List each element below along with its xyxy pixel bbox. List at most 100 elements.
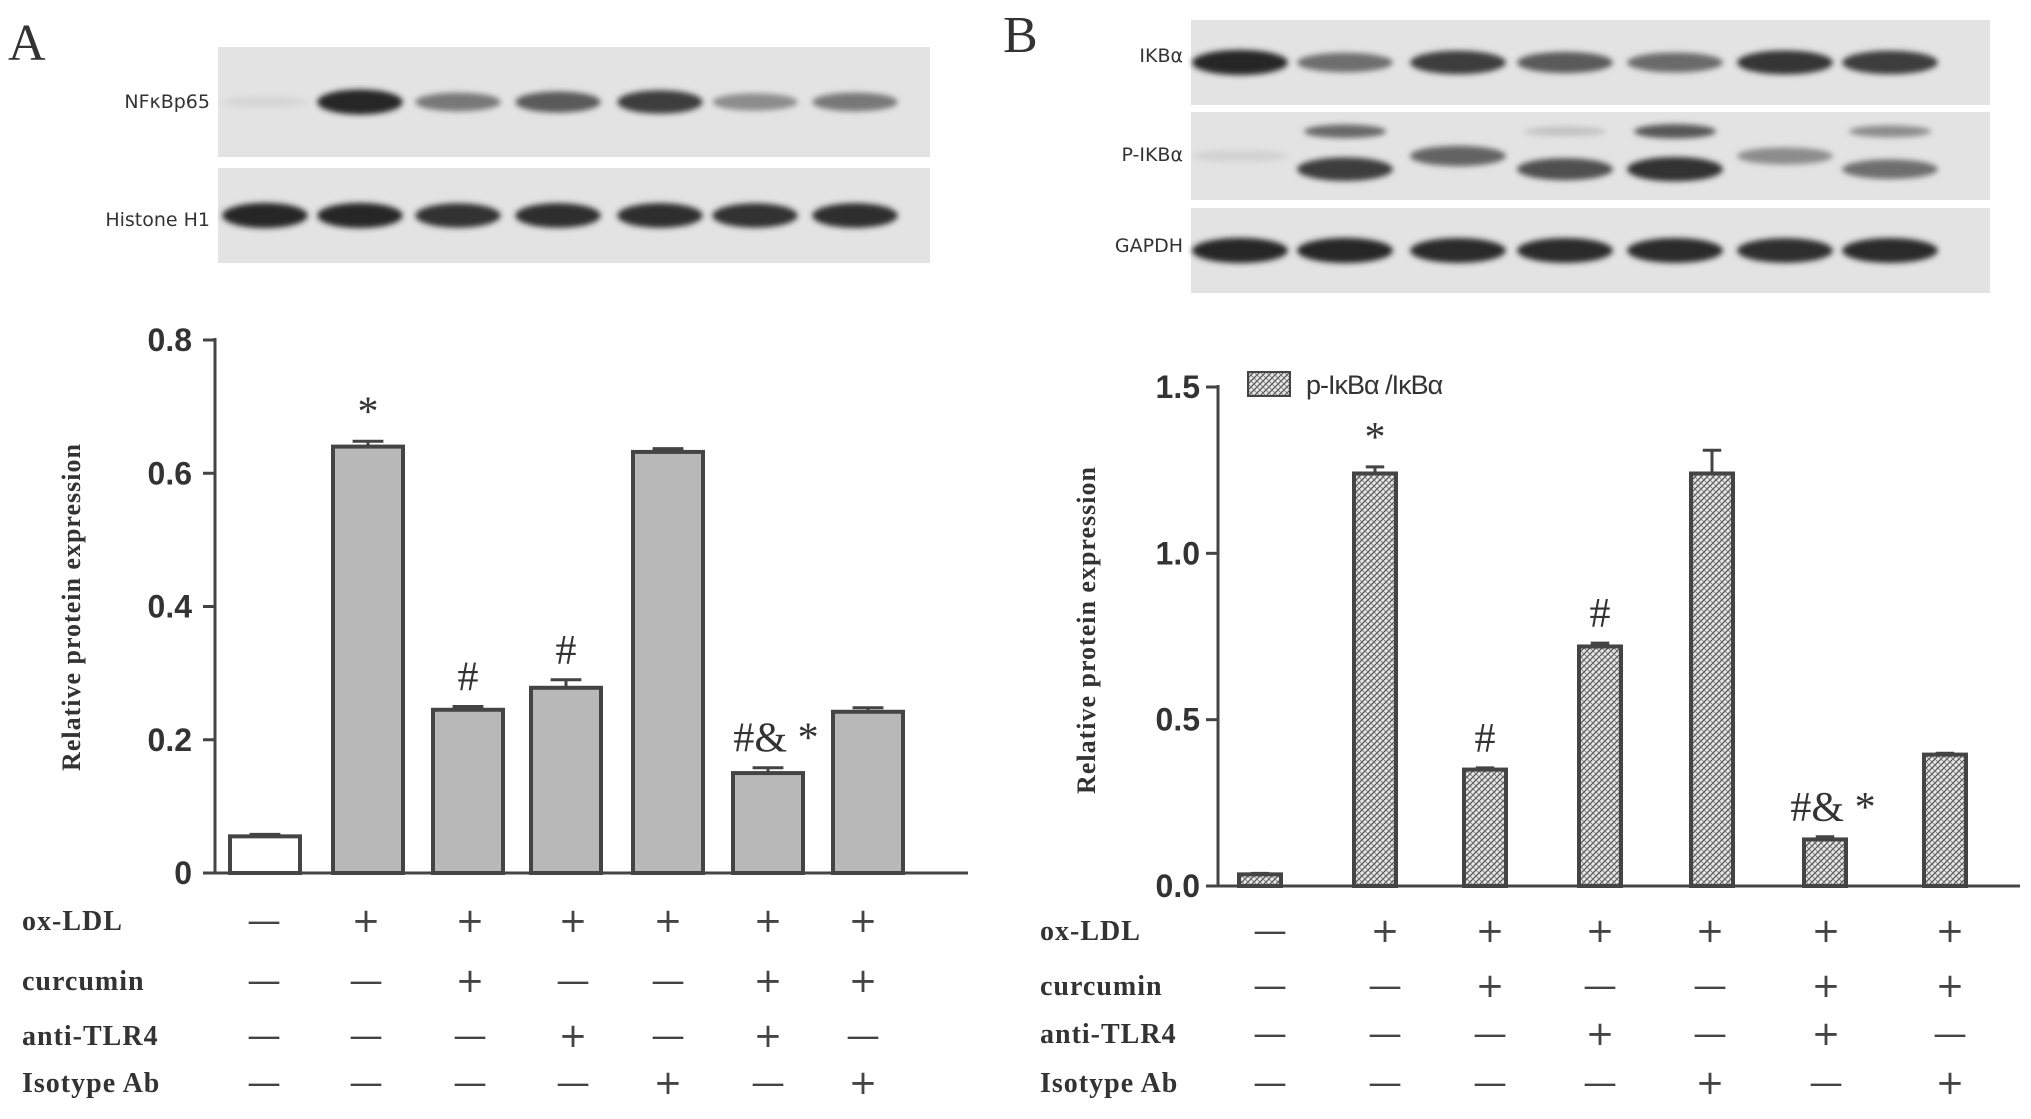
minus-sign: — (1809, 1063, 1843, 1103)
y-tick-label: 0.6 (148, 455, 192, 491)
y-axis-label: Relative protein expression (1072, 466, 1101, 794)
condition-label: anti-TLR4 (22, 1021, 159, 1052)
legend-label: p-IκBα /IκBα (1306, 370, 1443, 400)
bar (1922, 752, 1968, 889)
blot-band-upper (1633, 124, 1717, 139)
panel-b: B IKBα P-IKBα GAPDH 0.0 0.5 1.0 1.5 Relative p… (1003, 7, 2020, 1103)
bar (1802, 837, 1848, 889)
blot-row-label: P-IKBα (1121, 144, 1183, 166)
plus-sign: + (1696, 1063, 1725, 1103)
minus-sign: — (247, 901, 281, 941)
bar (1689, 471, 1735, 888)
plus-sign: + (849, 961, 878, 1001)
minus-sign: — (751, 1063, 785, 1103)
plus-sign: + (849, 901, 878, 941)
plus-sign: + (849, 1063, 878, 1103)
significance-marker: #& * (1790, 785, 1875, 831)
panel-b-letter: B (1003, 7, 1038, 64)
legend-swatch (1247, 371, 1291, 397)
plus-sign: + (456, 961, 485, 1001)
bar (631, 449, 705, 875)
bar (1462, 767, 1508, 888)
condition-label: anti-TLR4 (1040, 1019, 1177, 1050)
condition-label: Isotype Ab (22, 1068, 160, 1099)
blot-band (1842, 50, 1938, 75)
minus-sign: — (556, 961, 590, 1001)
blot-band (222, 202, 308, 229)
plus-sign: + (1936, 911, 1965, 951)
blot-band (1192, 49, 1288, 76)
condition-table-b: ox-LDL — + + + + + + curcumin — — + — — + + anti-TLR4 — — —… (1040, 911, 1967, 1103)
panel-a: A NFκBp65 Histone H1 0 0.2 0.4 0.6 0.8 Relativ… (8, 15, 968, 1103)
minus-sign: — (556, 1063, 590, 1103)
plus-sign: + (1812, 1014, 1841, 1054)
bar (228, 834, 302, 876)
blot-band (712, 203, 798, 228)
western-blot-a: NFκBp65 Histone H1 (105, 47, 930, 263)
minus-sign: — (1583, 1063, 1617, 1103)
plus-sign: + (456, 901, 485, 941)
plus-sign: + (754, 961, 783, 1001)
blot-band (1517, 51, 1613, 74)
y-tick-label: 1.5 (1156, 369, 1200, 405)
blot-band (317, 202, 403, 229)
plus-sign: + (1936, 966, 1965, 1006)
minus-sign: — (1253, 966, 1287, 1006)
plus-sign: + (754, 1016, 783, 1056)
minus-sign: — (1368, 1063, 1402, 1103)
y-tick-label: 1.0 (1156, 535, 1200, 571)
panel-a-letter: A (8, 15, 46, 72)
minus-sign: — (1693, 966, 1727, 1006)
bar (1352, 471, 1398, 888)
minus-sign: — (349, 1063, 383, 1103)
minus-sign: — (651, 1016, 685, 1056)
blot-band (1842, 238, 1938, 263)
blot-band (1192, 150, 1288, 162)
significance-marker: # (1475, 716, 1496, 762)
blot-band (1737, 50, 1833, 75)
western-blot-b: IKBα P-IKBα GAPDH (1115, 20, 1990, 293)
blot-band (1627, 238, 1723, 263)
blot-band (712, 93, 798, 111)
blot-band (1627, 157, 1723, 182)
plus-sign: + (1586, 911, 1615, 951)
y-axis-label: Relative protein expression (57, 443, 86, 771)
plus-sign: + (654, 1063, 683, 1103)
plus-sign: + (1936, 1063, 1965, 1103)
bar-chart-a: 0 0.2 0.4 0.6 0.8 Relative protein expression… (57, 322, 968, 891)
minus-sign: — (1693, 1014, 1727, 1054)
blot-band (222, 96, 308, 108)
bar (731, 771, 805, 875)
minus-sign: — (453, 1063, 487, 1103)
blot-band (1297, 157, 1393, 181)
blot-band (1297, 237, 1393, 264)
plus-sign: + (1812, 911, 1841, 951)
blot-band (1517, 238, 1613, 263)
bar-chart-b: 0.0 0.5 1.0 1.5 Relative protein expression *… (1072, 369, 2020, 904)
blot-band (1410, 145, 1506, 167)
significance-marker: # (556, 628, 577, 674)
plus-sign: + (1812, 966, 1841, 1006)
y-tick-label: 0.5 (1156, 702, 1200, 738)
y-tick-label: 0 (174, 855, 192, 891)
blot-band (812, 203, 898, 228)
minus-sign: — (453, 1016, 487, 1056)
blot-band (1737, 147, 1833, 165)
blot-row-label: Histone H1 (105, 209, 210, 231)
minus-sign: — (1253, 1014, 1287, 1054)
blot-band (415, 92, 501, 112)
minus-sign: — (1473, 1063, 1507, 1103)
blot-strip (1191, 112, 1990, 200)
minus-sign: — (1583, 966, 1617, 1006)
blot-band (1627, 52, 1723, 73)
plus-sign: + (352, 901, 381, 941)
significance-marker: # (458, 654, 479, 700)
condition-label: ox-LDL (22, 906, 123, 937)
blot-band (1297, 52, 1393, 73)
blot-row-label: NFκBp65 (124, 91, 210, 113)
plus-sign: + (1586, 1014, 1615, 1054)
minus-sign: — (349, 1016, 383, 1056)
plus-sign: + (559, 901, 588, 941)
minus-sign: — (1933, 1014, 1967, 1054)
plus-sign: + (754, 901, 783, 941)
